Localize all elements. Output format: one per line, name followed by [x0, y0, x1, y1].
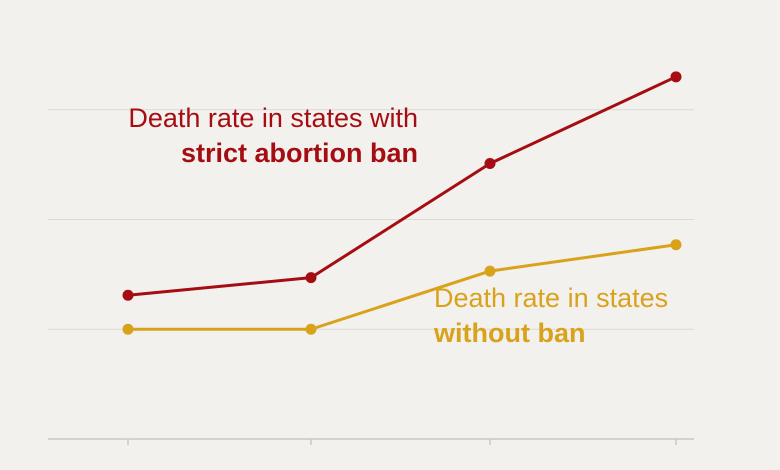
strict-ban-point	[122, 289, 134, 301]
strict-ban-point	[484, 158, 496, 170]
strict-ban-point	[305, 272, 317, 284]
without-ban-series-label: Death rate in states without ban	[434, 281, 668, 351]
strict-ban-point	[670, 71, 682, 83]
without-ban-point	[305, 323, 317, 335]
strict-ban-label-line1: Death rate in states with	[128, 103, 418, 133]
strict-ban-series-line	[127, 75, 677, 297]
without-ban-point	[670, 239, 682, 251]
without-ban-point	[484, 265, 496, 277]
without-ban-series-line	[128, 243, 677, 331]
x-axis	[48, 438, 694, 445]
strict-ban-label-line2: strict abortion ban	[180, 138, 418, 168]
strict-ban-series-label: Death rate in states with strict abortio…	[128, 101, 418, 171]
series-lines	[122, 71, 682, 335]
without-ban-label-line2: without ban	[434, 318, 586, 348]
without-ban-label-line1: Death rate in states	[434, 283, 669, 313]
without-ban-point	[122, 323, 134, 335]
